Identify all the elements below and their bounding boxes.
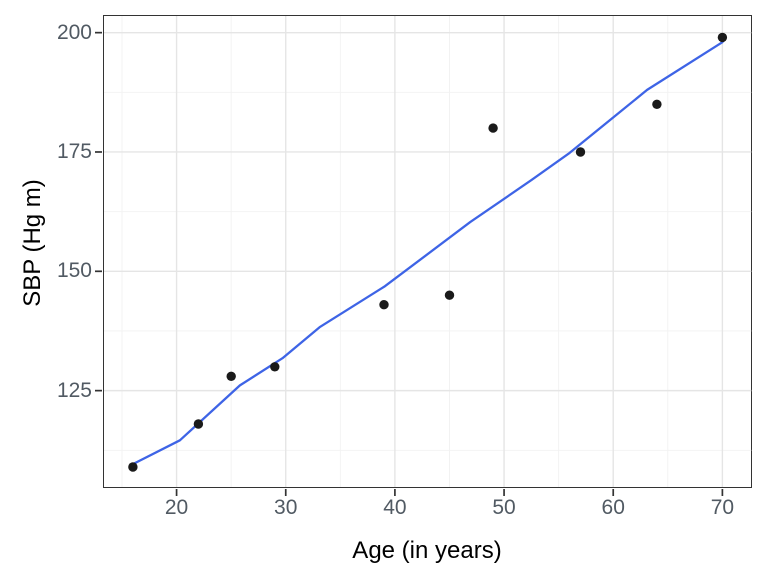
y-tick-label: 200 (56, 20, 92, 44)
data-point (488, 123, 498, 133)
x-tick-label: 20 (164, 496, 189, 519)
x-tick-label: 70 (710, 496, 735, 519)
data-point (193, 419, 204, 429)
data-point (575, 147, 586, 157)
y-tick-label: 150 (56, 259, 92, 283)
y-axis-title: SBP (Hg m) (19, 179, 46, 307)
data-point (379, 300, 389, 310)
x-tick-label: 30 (274, 496, 298, 519)
y-tick-label: 175 (56, 139, 92, 163)
smooth-fit-line (131, 41, 724, 466)
data-point (226, 371, 236, 381)
data-point (717, 32, 728, 43)
minor-gridlines (104, 16, 752, 487)
x-tick-label: 60 (601, 496, 625, 519)
data-point (270, 362, 280, 372)
x-tick-label: 50 (492, 496, 516, 519)
y-tick-label: 125 (56, 378, 92, 402)
data-point (128, 462, 138, 472)
axis-tick-marks (95, 31, 724, 496)
x-tick-label: 40 (383, 496, 407, 519)
data-points (128, 32, 728, 472)
data-point (444, 290, 455, 300)
x-axis-title: Age (in years) (352, 537, 502, 564)
data-point (652, 99, 662, 110)
major-gridlines (104, 16, 752, 487)
